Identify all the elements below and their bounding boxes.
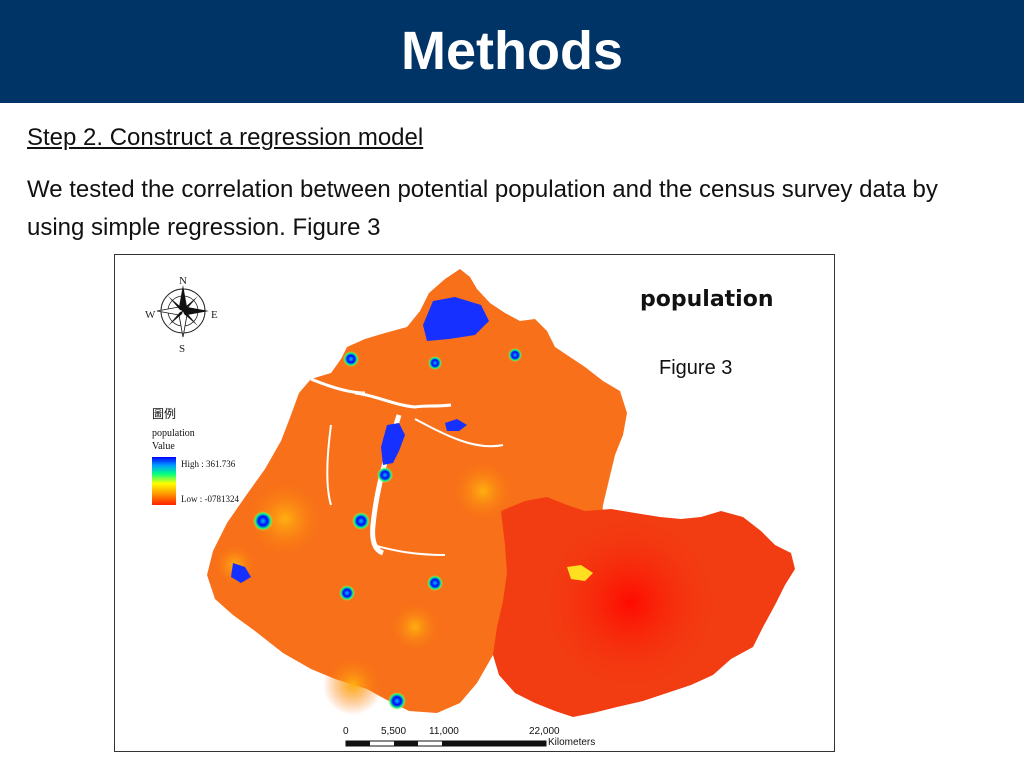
legend-low-value: Low : -0781324	[181, 494, 239, 504]
scale-tick: 22,000	[529, 726, 560, 737]
high-value-patch	[423, 297, 489, 341]
legend-layer: population	[152, 428, 195, 439]
scale-unit: Kilometers	[548, 737, 596, 748]
slide-title: Methods	[401, 20, 623, 81]
legend-high-value: High : 361.736	[181, 459, 236, 469]
legend-field: Value	[152, 441, 175, 452]
north-arrow-icon	[156, 285, 209, 338]
map-legend: 圖例 population Value High : 361.736 Low :…	[152, 405, 239, 505]
scale-tick: 0	[343, 726, 349, 737]
high-value-patch	[381, 423, 405, 465]
scale-tick: 11,000	[429, 726, 459, 737]
step-heading: Step 2. Construct a regression model	[27, 124, 424, 151]
compass-e: E	[211, 309, 218, 321]
title-banner: Methods	[0, 0, 1024, 103]
population-map-figure: population Figure 3 N S E W 圖例 populatio…	[114, 254, 835, 752]
scale-bar	[345, 740, 547, 747]
population-map	[156, 269, 795, 747]
high-value-patch	[231, 563, 251, 583]
figure-label: Figure 3	[659, 357, 733, 379]
compass-s: S	[179, 343, 186, 355]
body-paragraph: We tested the correlation between potent…	[27, 176, 938, 241]
high-value-patch	[445, 419, 467, 431]
compass-w: W	[145, 309, 156, 321]
legend-color-ramp	[152, 457, 176, 505]
compass-n: N	[179, 275, 187, 287]
map-title: population	[640, 287, 774, 312]
scale-tick: 5,500	[381, 726, 407, 737]
legend-title: 圖例	[152, 407, 177, 421]
